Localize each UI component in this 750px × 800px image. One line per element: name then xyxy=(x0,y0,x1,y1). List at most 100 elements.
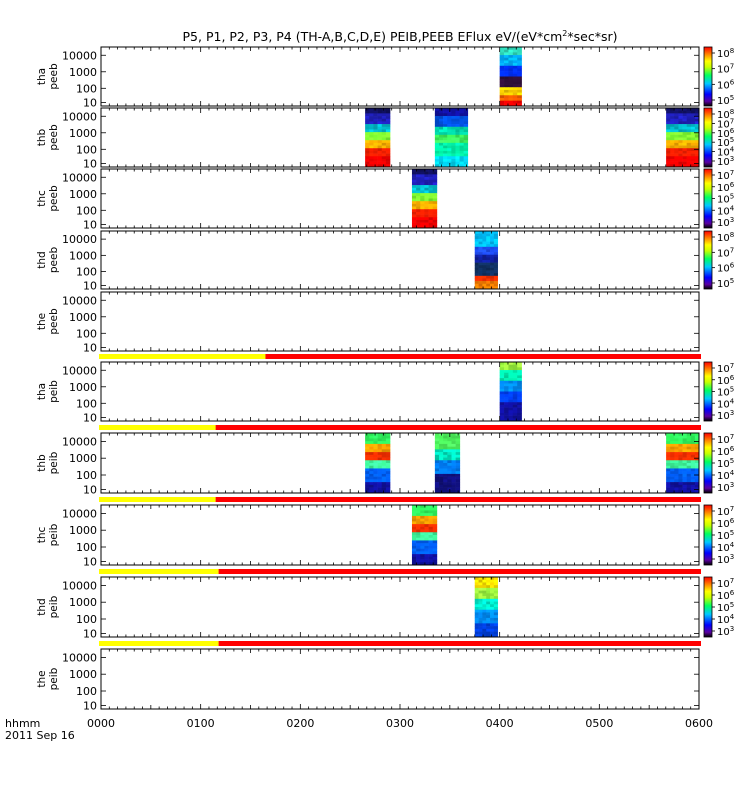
panel-label-product: peib xyxy=(48,595,60,618)
spectrogram-cell xyxy=(512,55,518,59)
spectrogram-cell xyxy=(482,236,487,240)
spectrogram-cell xyxy=(434,457,440,461)
spectrogram-cell xyxy=(420,217,425,221)
spectrogram-cell xyxy=(682,460,687,464)
spectrogram-cell xyxy=(674,476,679,480)
spectrogram-cell xyxy=(512,367,518,371)
spectrogram-cell xyxy=(490,612,495,616)
spectrogram-cell xyxy=(670,435,675,439)
spectrogram-cell xyxy=(682,438,687,442)
spectrogram-burst xyxy=(499,362,522,422)
spectrogram-cell xyxy=(373,158,378,162)
colorbar-tick-label: 105 xyxy=(717,94,734,107)
spectrogram-cell xyxy=(504,396,509,400)
spectrogram-cell xyxy=(381,110,387,114)
spectrogram-cell xyxy=(670,487,675,491)
spectrogram-cell xyxy=(670,457,675,461)
spectrogram-cell xyxy=(682,137,687,141)
spectrogram-cell xyxy=(416,225,421,229)
spectrogram-cell xyxy=(411,171,417,175)
spectrogram-cell xyxy=(512,103,518,107)
spectrogram-cell xyxy=(451,438,456,442)
spectrogram-cell xyxy=(381,140,387,144)
spectrogram-cell xyxy=(432,535,438,539)
spectrogram-cell xyxy=(666,142,671,146)
spectrogram-cell xyxy=(517,84,522,88)
spectrogram-cell xyxy=(439,441,444,445)
spectrogram-cell xyxy=(670,137,675,141)
spectrogram-cell xyxy=(474,267,479,271)
spectrogram-cell xyxy=(504,362,509,365)
spectrogram-cell xyxy=(385,108,391,111)
spectrogram-cell xyxy=(455,457,461,461)
spectrogram-cell xyxy=(443,465,448,469)
spectrogram-cell xyxy=(499,418,505,422)
spectrogram-cell xyxy=(682,468,687,472)
spectrogram-cell xyxy=(490,273,495,277)
spectrogram-cell xyxy=(420,526,425,530)
spectrogram-cell xyxy=(474,615,479,619)
spectrogram-cell xyxy=(434,438,440,442)
spectrogram-cell xyxy=(385,484,391,488)
spectrogram-cell xyxy=(682,471,687,475)
spectrogram-cell xyxy=(686,443,692,447)
spectrogram-cell xyxy=(432,217,438,221)
spectrogram-cell xyxy=(499,370,505,374)
spectrogram-cell xyxy=(432,193,438,197)
spectrogram-cell xyxy=(517,47,522,50)
spectrogram-cell xyxy=(377,490,383,494)
spectrogram-cell xyxy=(678,465,683,469)
spectrogram-cell xyxy=(499,95,505,99)
spectrogram-cell xyxy=(486,286,491,290)
panel-label-product: peeb xyxy=(48,63,60,90)
spectrogram-cell xyxy=(686,132,692,136)
spectrogram-cell xyxy=(443,435,448,439)
spectrogram-cell xyxy=(486,260,491,263)
spectrogram-cell xyxy=(434,145,440,149)
spectrogram-cell xyxy=(517,89,522,93)
spectrogram-cell xyxy=(447,452,452,456)
spectrogram-burst xyxy=(365,108,391,168)
spectrogram-cell xyxy=(486,273,491,277)
spectrogram-cell xyxy=(385,446,391,450)
spectrogram-cell xyxy=(474,623,479,627)
spectrogram-cell xyxy=(694,150,700,154)
spectrogram-cell xyxy=(478,241,483,245)
spectrogram-cell xyxy=(674,490,679,494)
spectrogram-cell xyxy=(432,214,438,218)
y-tick-label: 1000 xyxy=(69,452,97,465)
colorbar-tick-label: 107 xyxy=(717,505,734,518)
spectrogram-cell xyxy=(420,206,425,210)
spectrogram-cell xyxy=(499,364,505,368)
spectrogram-cell xyxy=(508,89,514,93)
spectrogram-cell xyxy=(482,582,487,586)
spectrogram-cell xyxy=(420,182,425,186)
panel-frame xyxy=(100,504,700,566)
spectrogram-cell xyxy=(504,95,509,99)
spectrogram-cell xyxy=(385,121,391,125)
spectrogram-cell xyxy=(512,89,518,93)
panel-label-product: peib xyxy=(48,667,60,690)
spectrogram-cell xyxy=(373,487,378,491)
spectrogram-cell xyxy=(482,267,487,271)
spectrogram-cell xyxy=(416,537,421,541)
spectrogram-cell xyxy=(686,148,692,152)
spectrogram-cell xyxy=(451,443,456,447)
spectrogram-cell xyxy=(373,150,378,154)
spectrogram-cell xyxy=(666,158,671,162)
spectrogram-cell xyxy=(377,113,383,117)
spectrogram-cell xyxy=(451,129,456,133)
spectrogram-cell xyxy=(486,233,491,237)
spectrogram-cell xyxy=(385,441,391,445)
spectrogram-cell xyxy=(455,153,460,157)
spectrogram-cell xyxy=(416,169,421,172)
spectrogram-cell xyxy=(670,126,675,130)
spectrogram-cell xyxy=(482,273,487,277)
spectrogram-cell xyxy=(670,463,675,467)
spectrogram-cell xyxy=(508,394,514,398)
spectrogram-cell xyxy=(504,410,509,414)
spectrogram-cell xyxy=(432,203,438,207)
y-tick-label: 1000 xyxy=(69,596,97,609)
spectrogram-cell xyxy=(512,410,518,414)
